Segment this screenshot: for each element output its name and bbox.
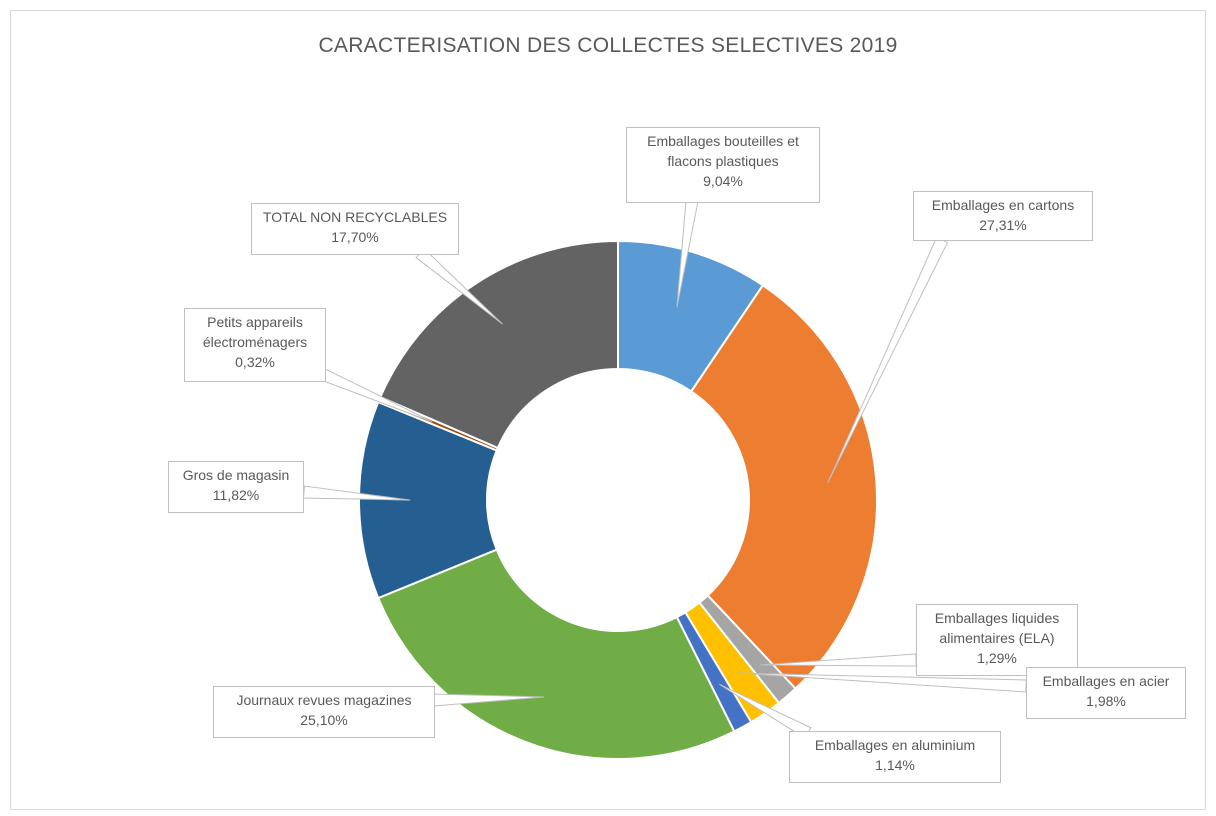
data-label-text: électroménagers xyxy=(202,334,308,350)
leader-cartons xyxy=(827,236,949,484)
data-label-ela: Emballages liquides alimentaires (ELA) 1,2… xyxy=(916,604,1078,676)
data-label-value: 0,32% xyxy=(235,354,275,370)
data-label-text: flacons plastiques xyxy=(667,153,779,169)
data-label-value: 9,04% xyxy=(703,173,743,189)
data-label-value: 11,82% xyxy=(212,487,260,503)
data-label-value: 1,98% xyxy=(1086,693,1126,709)
data-label-text: Emballages en cartons xyxy=(931,197,1075,213)
data-label-value: 25,10% xyxy=(300,712,348,728)
data-label-text: Emballages liquides xyxy=(934,610,1060,626)
data-label-text: Emballages en acier xyxy=(1042,673,1170,689)
slice-journaux xyxy=(376,548,736,760)
data-label-cartons: Emballages en cartons 27,31% xyxy=(913,191,1093,241)
data-label-bouteilles: Emballages bouteilles et flacons plastiqu… xyxy=(626,127,820,203)
leader-gros xyxy=(303,485,411,501)
data-label-journaux: Journaux revues magazines 25,10% xyxy=(213,686,435,738)
data-label-text: Journaux revues magazines xyxy=(236,692,412,708)
slice-cartons xyxy=(689,283,878,691)
data-label-text: Petits appareils xyxy=(207,314,303,330)
data-label-gros: Gros de magasin 11,82% xyxy=(168,461,304,513)
data-label-text: Gros de magasin xyxy=(182,467,290,483)
chart-title: CARACTERISATION DES COLLECTES SELECTIVES… xyxy=(318,34,898,57)
data-label-text: Emballages en aluminium xyxy=(814,737,976,753)
data-label-text: TOTAL NON RECYCLABLES xyxy=(262,209,448,225)
data-label-pae: Petits appareils électroménagers 0,32% xyxy=(184,308,326,382)
data-label-value: 17,70% xyxy=(331,229,379,245)
data-label-nonrecyclables: TOTAL NON RECYCLABLES 17,70% xyxy=(251,203,459,255)
data-label-acier: Emballages en acier 1,98% xyxy=(1026,667,1186,719)
data-label-value: 1,29% xyxy=(977,650,1017,666)
slice-nonrecyclables xyxy=(379,239,619,450)
data-label-aluminium: Emballages en aluminium 1,14% xyxy=(789,731,1001,783)
data-label-value: 27,31% xyxy=(979,217,1027,233)
data-label-text: alimentaires (ELA) xyxy=(939,630,1055,646)
data-label-text: Emballages bouteilles et xyxy=(647,133,799,149)
data-label-value: 1,14% xyxy=(875,757,915,773)
